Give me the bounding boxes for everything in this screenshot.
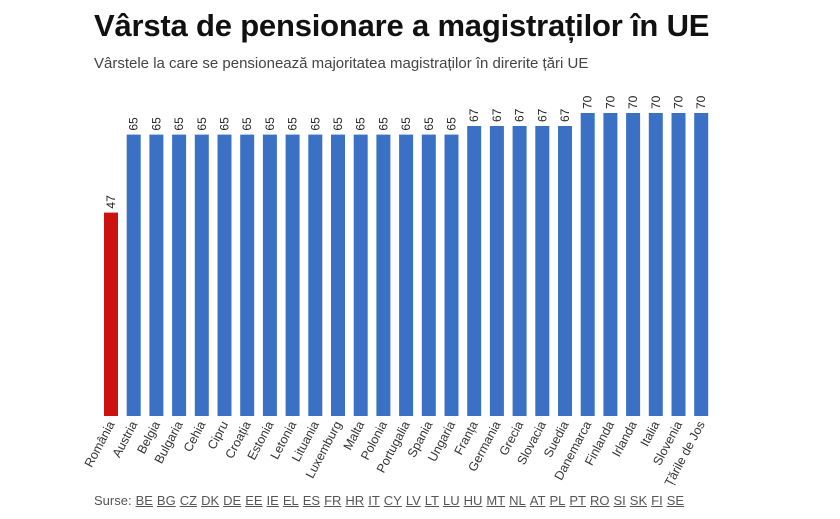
- source-link-mt[interactable]: MT: [486, 493, 506, 508]
- source-link-pl[interactable]: PL: [549, 493, 566, 508]
- source-link-be[interactable]: BE: [135, 493, 153, 508]
- data-label-4: 65: [195, 117, 209, 131]
- source-link-ro[interactable]: RO: [589, 493, 610, 508]
- source-link-pt[interactable]: PT: [569, 493, 586, 508]
- source-link-ie[interactable]: IE: [266, 493, 279, 508]
- source-link-nl[interactable]: NL: [509, 493, 526, 508]
- sources-line: Surse: BE BG CZ DK DE EE IE EL ES FR HR IT CY LV LT LU HU…: [94, 493, 688, 508]
- data-label-12: 65: [376, 117, 390, 131]
- data-label-24: 70: [649, 95, 663, 109]
- source-link-hu[interactable]: HU: [463, 493, 483, 508]
- data-label-9: 65: [308, 117, 322, 131]
- data-label-13: 65: [399, 117, 413, 131]
- chart-subtitle: Vârstele la care se pensionează majorita…: [94, 55, 589, 72]
- bar-19: [535, 126, 550, 416]
- source-link-es[interactable]: ES: [302, 493, 321, 508]
- source-link-se[interactable]: SE: [666, 493, 685, 508]
- source-link-fi[interactable]: FI: [651, 493, 663, 508]
- data-label-5: 65: [218, 117, 232, 131]
- source-link-lu[interactable]: LU: [442, 493, 460, 508]
- data-label-6: 65: [240, 117, 254, 131]
- bar-9: [308, 134, 323, 416]
- bar-15: [444, 134, 459, 416]
- bar-4: [194, 134, 209, 416]
- source-link-lv[interactable]: LV: [405, 493, 421, 508]
- bar-1: [126, 134, 141, 416]
- source-link-ee[interactable]: EE: [245, 493, 263, 508]
- bar-21: [580, 113, 595, 416]
- data-label-16: 67: [467, 108, 481, 122]
- bar-7: [262, 134, 277, 416]
- bar-18: [512, 126, 527, 416]
- source-link-si[interactable]: SI: [613, 493, 626, 508]
- bar-25: [671, 113, 686, 416]
- source-link-at[interactable]: AT: [529, 493, 546, 508]
- bar-8: [285, 134, 300, 416]
- bar-13: [399, 134, 414, 416]
- data-label-18: 67: [513, 108, 527, 122]
- source-link-de[interactable]: DE: [223, 493, 242, 508]
- data-label-8: 65: [286, 117, 300, 131]
- data-label-20: 67: [558, 108, 572, 122]
- data-label-26: 70: [694, 95, 708, 109]
- bar-24: [648, 113, 663, 416]
- data-label-2: 65: [149, 117, 163, 131]
- source-link-bg[interactable]: BG: [156, 493, 176, 508]
- data-label-1: 65: [127, 117, 141, 131]
- bar-2: [149, 134, 164, 416]
- data-label-25: 70: [672, 95, 686, 109]
- bar-17: [489, 126, 504, 416]
- bar-26: [694, 113, 709, 416]
- data-label-10: 65: [331, 117, 345, 131]
- category-label-4: Cehia: [181, 419, 209, 454]
- data-label-11: 65: [354, 117, 368, 131]
- source-link-cz[interactable]: CZ: [179, 493, 198, 508]
- data-label-17: 67: [490, 108, 504, 122]
- source-link-lt[interactable]: LT: [424, 493, 439, 508]
- source-link-hr[interactable]: HR: [345, 493, 365, 508]
- data-label-14: 65: [422, 117, 436, 131]
- sources-label: Surse:: [94, 493, 132, 508]
- bar-14: [421, 134, 436, 416]
- source-link-fr[interactable]: FR: [324, 493, 342, 508]
- data-label-15: 65: [445, 117, 459, 131]
- bar-11: [353, 134, 368, 416]
- source-link-el[interactable]: EL: [282, 493, 299, 508]
- bar-16: [467, 126, 482, 416]
- data-label-21: 70: [581, 95, 595, 109]
- data-label-23: 70: [626, 95, 640, 109]
- bar-23: [626, 113, 641, 416]
- bar-0: [104, 212, 118, 416]
- bar-22: [603, 113, 618, 416]
- data-label-3: 65: [172, 117, 186, 131]
- bar-3: [172, 134, 187, 416]
- source-link-cy[interactable]: CY: [383, 493, 402, 508]
- bar-6: [240, 134, 255, 416]
- bar-5: [217, 134, 232, 416]
- data-label-19: 67: [535, 108, 549, 122]
- category-label-0: România: [82, 419, 118, 470]
- data-label-7: 65: [263, 117, 277, 131]
- data-label-22: 70: [603, 95, 617, 109]
- source-link-sk[interactable]: SK: [629, 493, 648, 508]
- sources-links: BE BG CZ DK DE EE IE EL ES FR HR IT CY LV LT LU HU MT NL AT…: [136, 493, 688, 508]
- source-link-dk[interactable]: DK: [201, 493, 220, 508]
- bar-10: [331, 134, 345, 416]
- bar-20: [558, 126, 572, 416]
- chart-title: Vârsta de pensionare a magistraților în …: [94, 8, 710, 43]
- source-link-it[interactable]: IT: [368, 493, 380, 508]
- data-label-0: 47: [104, 195, 118, 209]
- bar-12: [376, 134, 391, 416]
